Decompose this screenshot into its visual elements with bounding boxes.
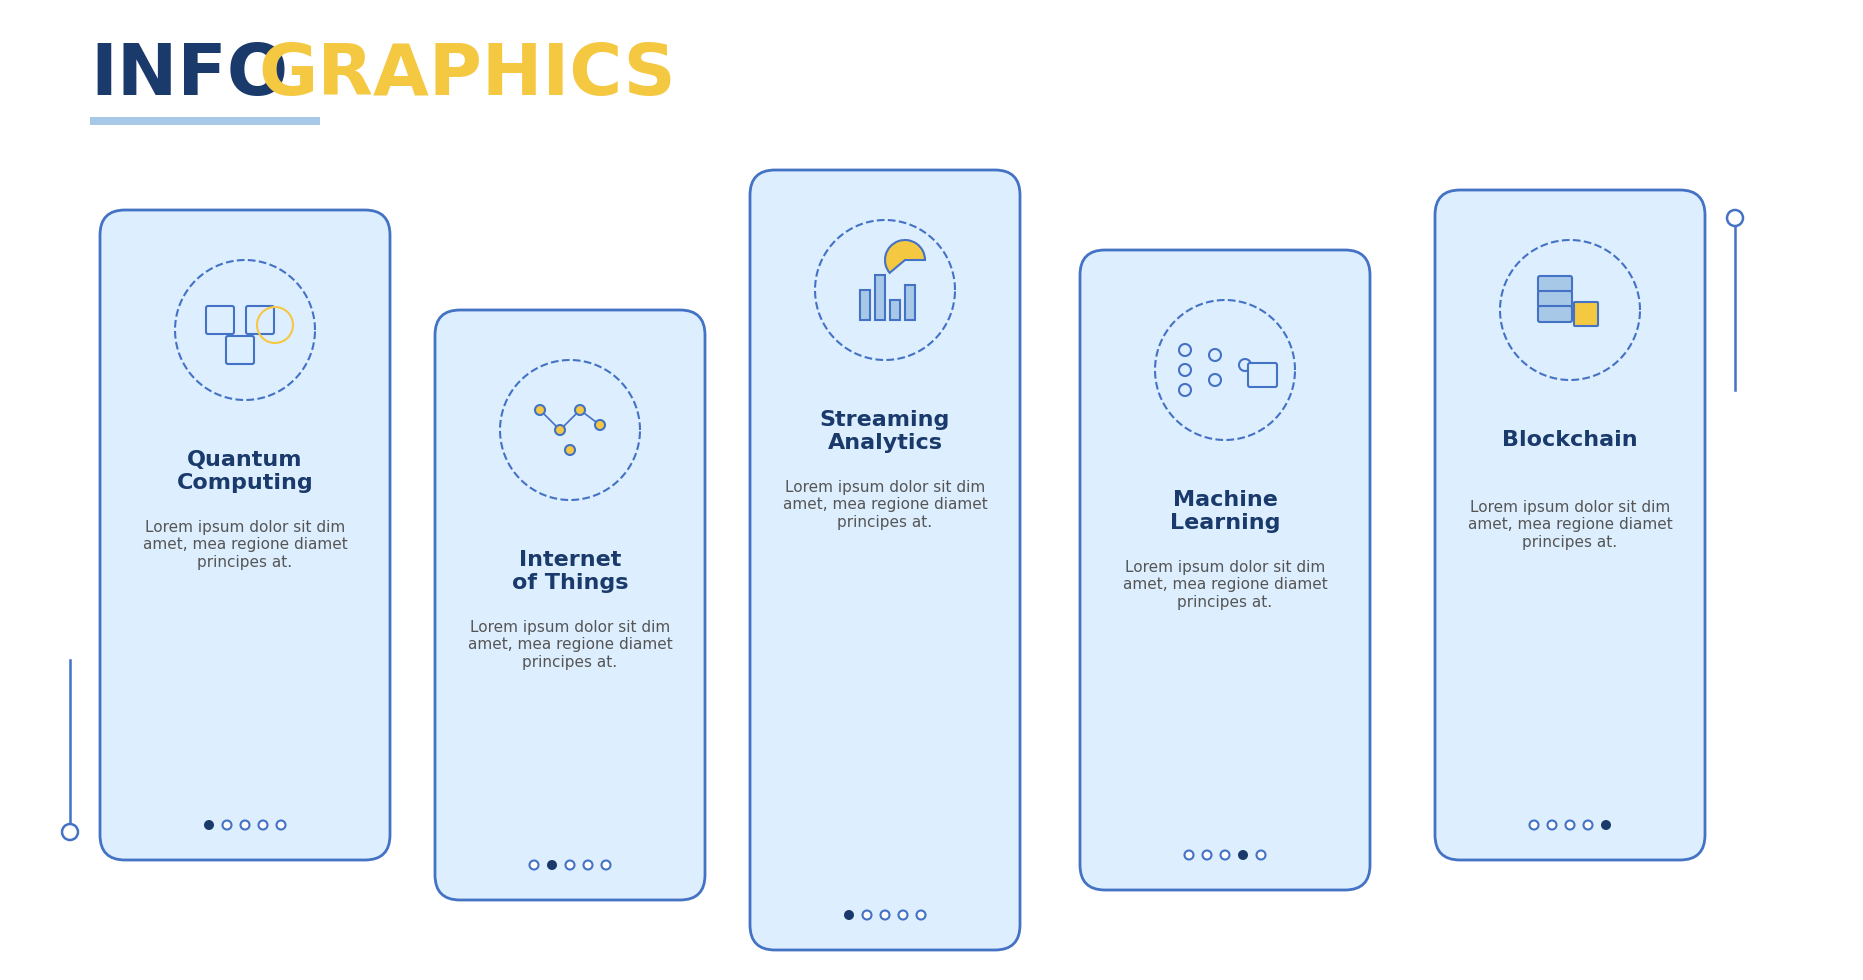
Circle shape	[1600, 820, 1611, 830]
Circle shape	[602, 860, 611, 869]
Circle shape	[863, 910, 872, 919]
Circle shape	[1209, 349, 1220, 361]
Circle shape	[1185, 851, 1194, 859]
Text: Internet
of Things: Internet of Things	[512, 550, 628, 593]
Text: Lorem ipsum dolor sit dim
amet, mea regione diamet
principes at.: Lorem ipsum dolor sit dim amet, mea regi…	[1468, 500, 1673, 550]
Wedge shape	[885, 240, 926, 272]
Circle shape	[1584, 820, 1593, 829]
Circle shape	[61, 824, 78, 840]
FancyBboxPatch shape	[1574, 302, 1598, 326]
Circle shape	[576, 405, 585, 415]
Text: Lorem ipsum dolor sit dim
amet, mea regione diamet
principes at.: Lorem ipsum dolor sit dim amet, mea regi…	[1123, 560, 1326, 610]
Circle shape	[898, 910, 907, 919]
Circle shape	[1179, 384, 1190, 396]
Circle shape	[583, 860, 592, 869]
Text: Machine
Learning: Machine Learning	[1170, 490, 1280, 533]
FancyBboxPatch shape	[751, 170, 1021, 950]
Bar	[891, 300, 900, 320]
Circle shape	[594, 420, 605, 430]
Text: Streaming
Analytics: Streaming Analytics	[820, 410, 950, 453]
Circle shape	[548, 860, 557, 870]
Circle shape	[222, 820, 231, 829]
FancyBboxPatch shape	[1248, 363, 1276, 387]
Text: Lorem ipsum dolor sit dim
amet, mea regione diamet
principes at.: Lorem ipsum dolor sit dim amet, mea regi…	[468, 620, 673, 669]
Circle shape	[1209, 374, 1220, 386]
Circle shape	[1239, 850, 1248, 860]
Bar	[876, 275, 885, 320]
Circle shape	[259, 820, 268, 829]
Circle shape	[555, 425, 564, 435]
Circle shape	[1179, 344, 1190, 356]
Circle shape	[1239, 359, 1250, 371]
Circle shape	[1256, 851, 1265, 859]
Text: Quantum
Computing: Quantum Computing	[177, 450, 313, 493]
FancyBboxPatch shape	[1539, 306, 1572, 322]
FancyBboxPatch shape	[434, 310, 704, 900]
Text: Blockchain: Blockchain	[1502, 430, 1638, 450]
Circle shape	[1179, 364, 1190, 376]
Circle shape	[566, 860, 574, 869]
Text: INFO: INFO	[89, 41, 289, 110]
Circle shape	[240, 820, 250, 829]
Bar	[861, 290, 870, 320]
Circle shape	[844, 910, 853, 920]
Circle shape	[1727, 210, 1744, 226]
Text: GRAPHICS: GRAPHICS	[257, 41, 676, 110]
FancyBboxPatch shape	[1435, 190, 1705, 860]
FancyBboxPatch shape	[89, 117, 320, 125]
FancyBboxPatch shape	[1539, 276, 1572, 292]
Circle shape	[1220, 851, 1230, 859]
Circle shape	[276, 820, 285, 829]
Circle shape	[1202, 851, 1211, 859]
FancyBboxPatch shape	[1081, 250, 1369, 890]
Circle shape	[1565, 820, 1574, 829]
Bar	[905, 285, 915, 320]
Circle shape	[205, 820, 214, 830]
Circle shape	[1548, 820, 1556, 829]
Circle shape	[1530, 820, 1539, 829]
FancyBboxPatch shape	[101, 210, 389, 860]
Circle shape	[535, 405, 546, 415]
Circle shape	[881, 910, 889, 919]
FancyBboxPatch shape	[1539, 291, 1572, 307]
Circle shape	[529, 860, 538, 869]
Circle shape	[564, 445, 576, 455]
Text: Lorem ipsum dolor sit dim
amet, mea regione diamet
principes at.: Lorem ipsum dolor sit dim amet, mea regi…	[143, 520, 347, 569]
Text: Lorem ipsum dolor sit dim
amet, mea regione diamet
principes at.: Lorem ipsum dolor sit dim amet, mea regi…	[782, 480, 987, 530]
Circle shape	[917, 910, 926, 919]
